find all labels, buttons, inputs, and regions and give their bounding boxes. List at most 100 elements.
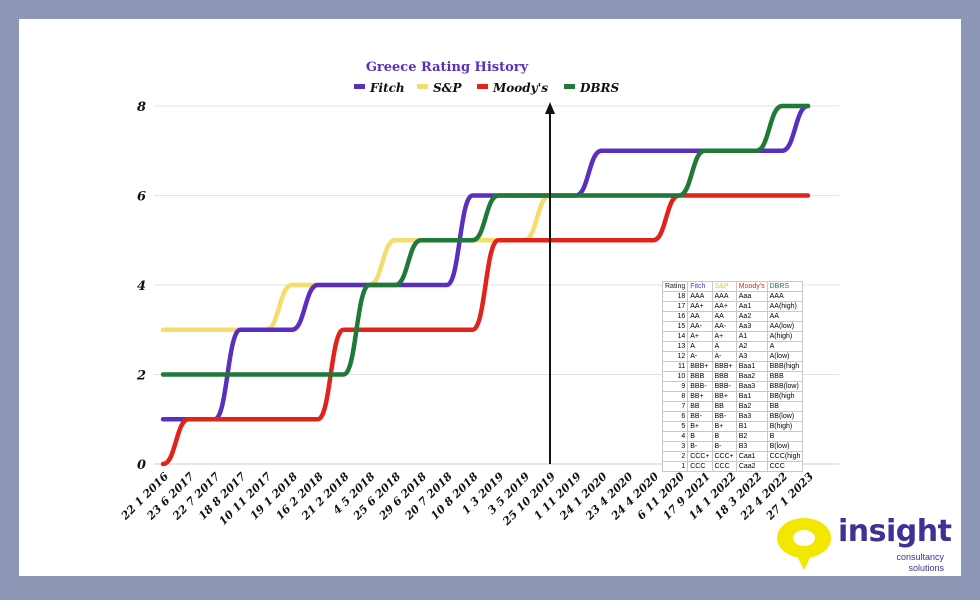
table-cell: A [711, 341, 737, 352]
table-cell: Baa1 [735, 361, 768, 372]
table-cell: BB(high [766, 391, 804, 402]
table-cell: 17 [661, 301, 689, 312]
y-tick-label: 2 [136, 369, 146, 384]
table-cell: AAA [766, 291, 804, 302]
table-cell: B [711, 431, 737, 442]
table-cell: BBB+ [711, 361, 737, 372]
table-cell: Ba3 [735, 411, 768, 422]
rating-table-body: 18 AAA AAA Aaa AAA 17 AA+ AA+ Aa1 AA(high) 16 AA AA A… [661, 291, 804, 472]
table-cell: B(high) [766, 421, 804, 432]
table-cell: Ba2 [735, 401, 768, 412]
table-cell: A1 [735, 331, 768, 342]
table-cell: AAA [687, 291, 713, 302]
rating-table-header-cell: Fitch [687, 281, 713, 292]
table-cell: 16 [661, 311, 689, 322]
table-cell: Ba1 [735, 391, 768, 402]
series-line [160, 193, 811, 467]
table-cell: AA- [711, 321, 737, 332]
table-cell: AA [711, 311, 737, 322]
table-cell: B+ [711, 421, 737, 432]
table-cell: A+ [711, 331, 737, 342]
table-row: 13 A A A2 A [661, 341, 804, 352]
table-cell: B [687, 431, 713, 442]
rating-table-header-cell: Rating [661, 281, 689, 292]
table-cell: Baa3 [735, 381, 768, 392]
table-cell: BB+ [711, 391, 737, 402]
table-cell: BB [687, 401, 713, 412]
rating-table-header-cell: Moody's [735, 281, 768, 292]
table-cell: 4 [661, 431, 689, 442]
table-cell: BB [766, 401, 804, 412]
table-cell: CCC(high [766, 451, 804, 462]
table-cell: BBB(high [766, 361, 804, 372]
table-cell: Aa1 [735, 301, 768, 312]
table-cell: BB(low) [766, 411, 804, 422]
table-cell: AA(low) [766, 321, 804, 332]
table-cell: Baa2 [735, 371, 768, 382]
table-cell: 7 [661, 401, 689, 412]
rating-table-header: Rating Fitch S&P Moody's DBRS [661, 281, 804, 292]
table-cell: BBB [766, 371, 804, 382]
logo-mark-icon [777, 518, 831, 570]
table-cell: 1 [661, 461, 689, 472]
rating-scale-table: Rating Fitch S&P Moody's DBRS 18 AAA AAA Aaa AAA… [661, 281, 804, 472]
table-row: 18 AAA AAA Aaa AAA [661, 291, 804, 302]
table-cell: CCC [766, 461, 804, 472]
table-cell: 13 [661, 341, 689, 352]
table-cell: 11 [661, 361, 689, 372]
table-cell: AA [687, 311, 713, 322]
legend-label: DBRS [579, 81, 620, 95]
table-cell: B [766, 431, 804, 442]
y-tick-label: 0 [137, 458, 146, 473]
table-cell: B3 [735, 441, 768, 452]
rating-table-header-cell: S&P [711, 281, 737, 292]
legend-swatch [417, 84, 428, 89]
rating-table-header-cell: DBRS [766, 281, 804, 292]
legend-swatch [477, 84, 488, 89]
table-cell: 15 [661, 321, 689, 332]
table-row: 1 CCC CCC Caa2 CCC [661, 461, 804, 472]
table-row: 15 AA- AA- Aa3 AA(low) [661, 321, 804, 332]
table-cell: CCC [687, 461, 713, 472]
table-cell: BBB(low) [766, 381, 804, 392]
table-cell: Caa1 [735, 451, 768, 462]
table-row: 9 BBB- BBB- Baa3 BBB(low) [661, 381, 804, 392]
table-row: 11 BBB+ BBB+ Baa1 BBB(high [661, 361, 804, 372]
table-cell: AA(high) [766, 301, 804, 312]
table-cell: A(high) [766, 331, 804, 342]
table-cell: B2 [735, 431, 768, 442]
table-row: 16 AA AA Aa2 AA [661, 311, 804, 322]
y-tick-label: 8 [137, 100, 146, 115]
table-row: 3 B- B- B3 B(low) [661, 441, 804, 452]
table-cell: BBB [687, 371, 713, 382]
table-cell: A [687, 341, 713, 352]
series-line [160, 103, 811, 377]
table-cell: B1 [735, 421, 768, 432]
table-cell: Aa2 [735, 311, 768, 322]
table-cell: 18 [661, 291, 689, 302]
table-cell: BB- [711, 411, 737, 422]
table-cell: 12 [661, 351, 689, 362]
table-row: 8 BB+ BB+ Ba1 BB(high [661, 391, 804, 402]
table-cell: AA+ [687, 301, 713, 312]
table-cell: AAA [711, 291, 737, 302]
table-cell: A2 [735, 341, 768, 352]
table-cell: B(low) [766, 441, 804, 452]
table-row: 12 A- A- A3 A(low) [661, 351, 804, 362]
table-cell: A- [711, 351, 737, 362]
table-cell: B+ [687, 421, 713, 432]
table-row: 6 BB- BB- Ba3 BB(low) [661, 411, 804, 422]
insight-logo: insight consultancy solutions [772, 512, 952, 580]
table-cell: BB+ [687, 391, 713, 402]
table-cell: BB [711, 401, 737, 412]
table-cell: A(low) [766, 351, 804, 362]
legend-swatch [564, 84, 575, 89]
logo-tagline-1: consultancy [896, 552, 944, 562]
table-cell: 10 [661, 371, 689, 382]
table-row: 4 B B B2 B [661, 431, 804, 442]
table-row: 2 CCC+ CCC+ Caa1 CCC(high [661, 451, 804, 462]
table-row: 14 A+ A+ A1 A(high) [661, 331, 804, 342]
table-cell: A3 [735, 351, 768, 362]
legend-label: Fitch [369, 81, 405, 95]
